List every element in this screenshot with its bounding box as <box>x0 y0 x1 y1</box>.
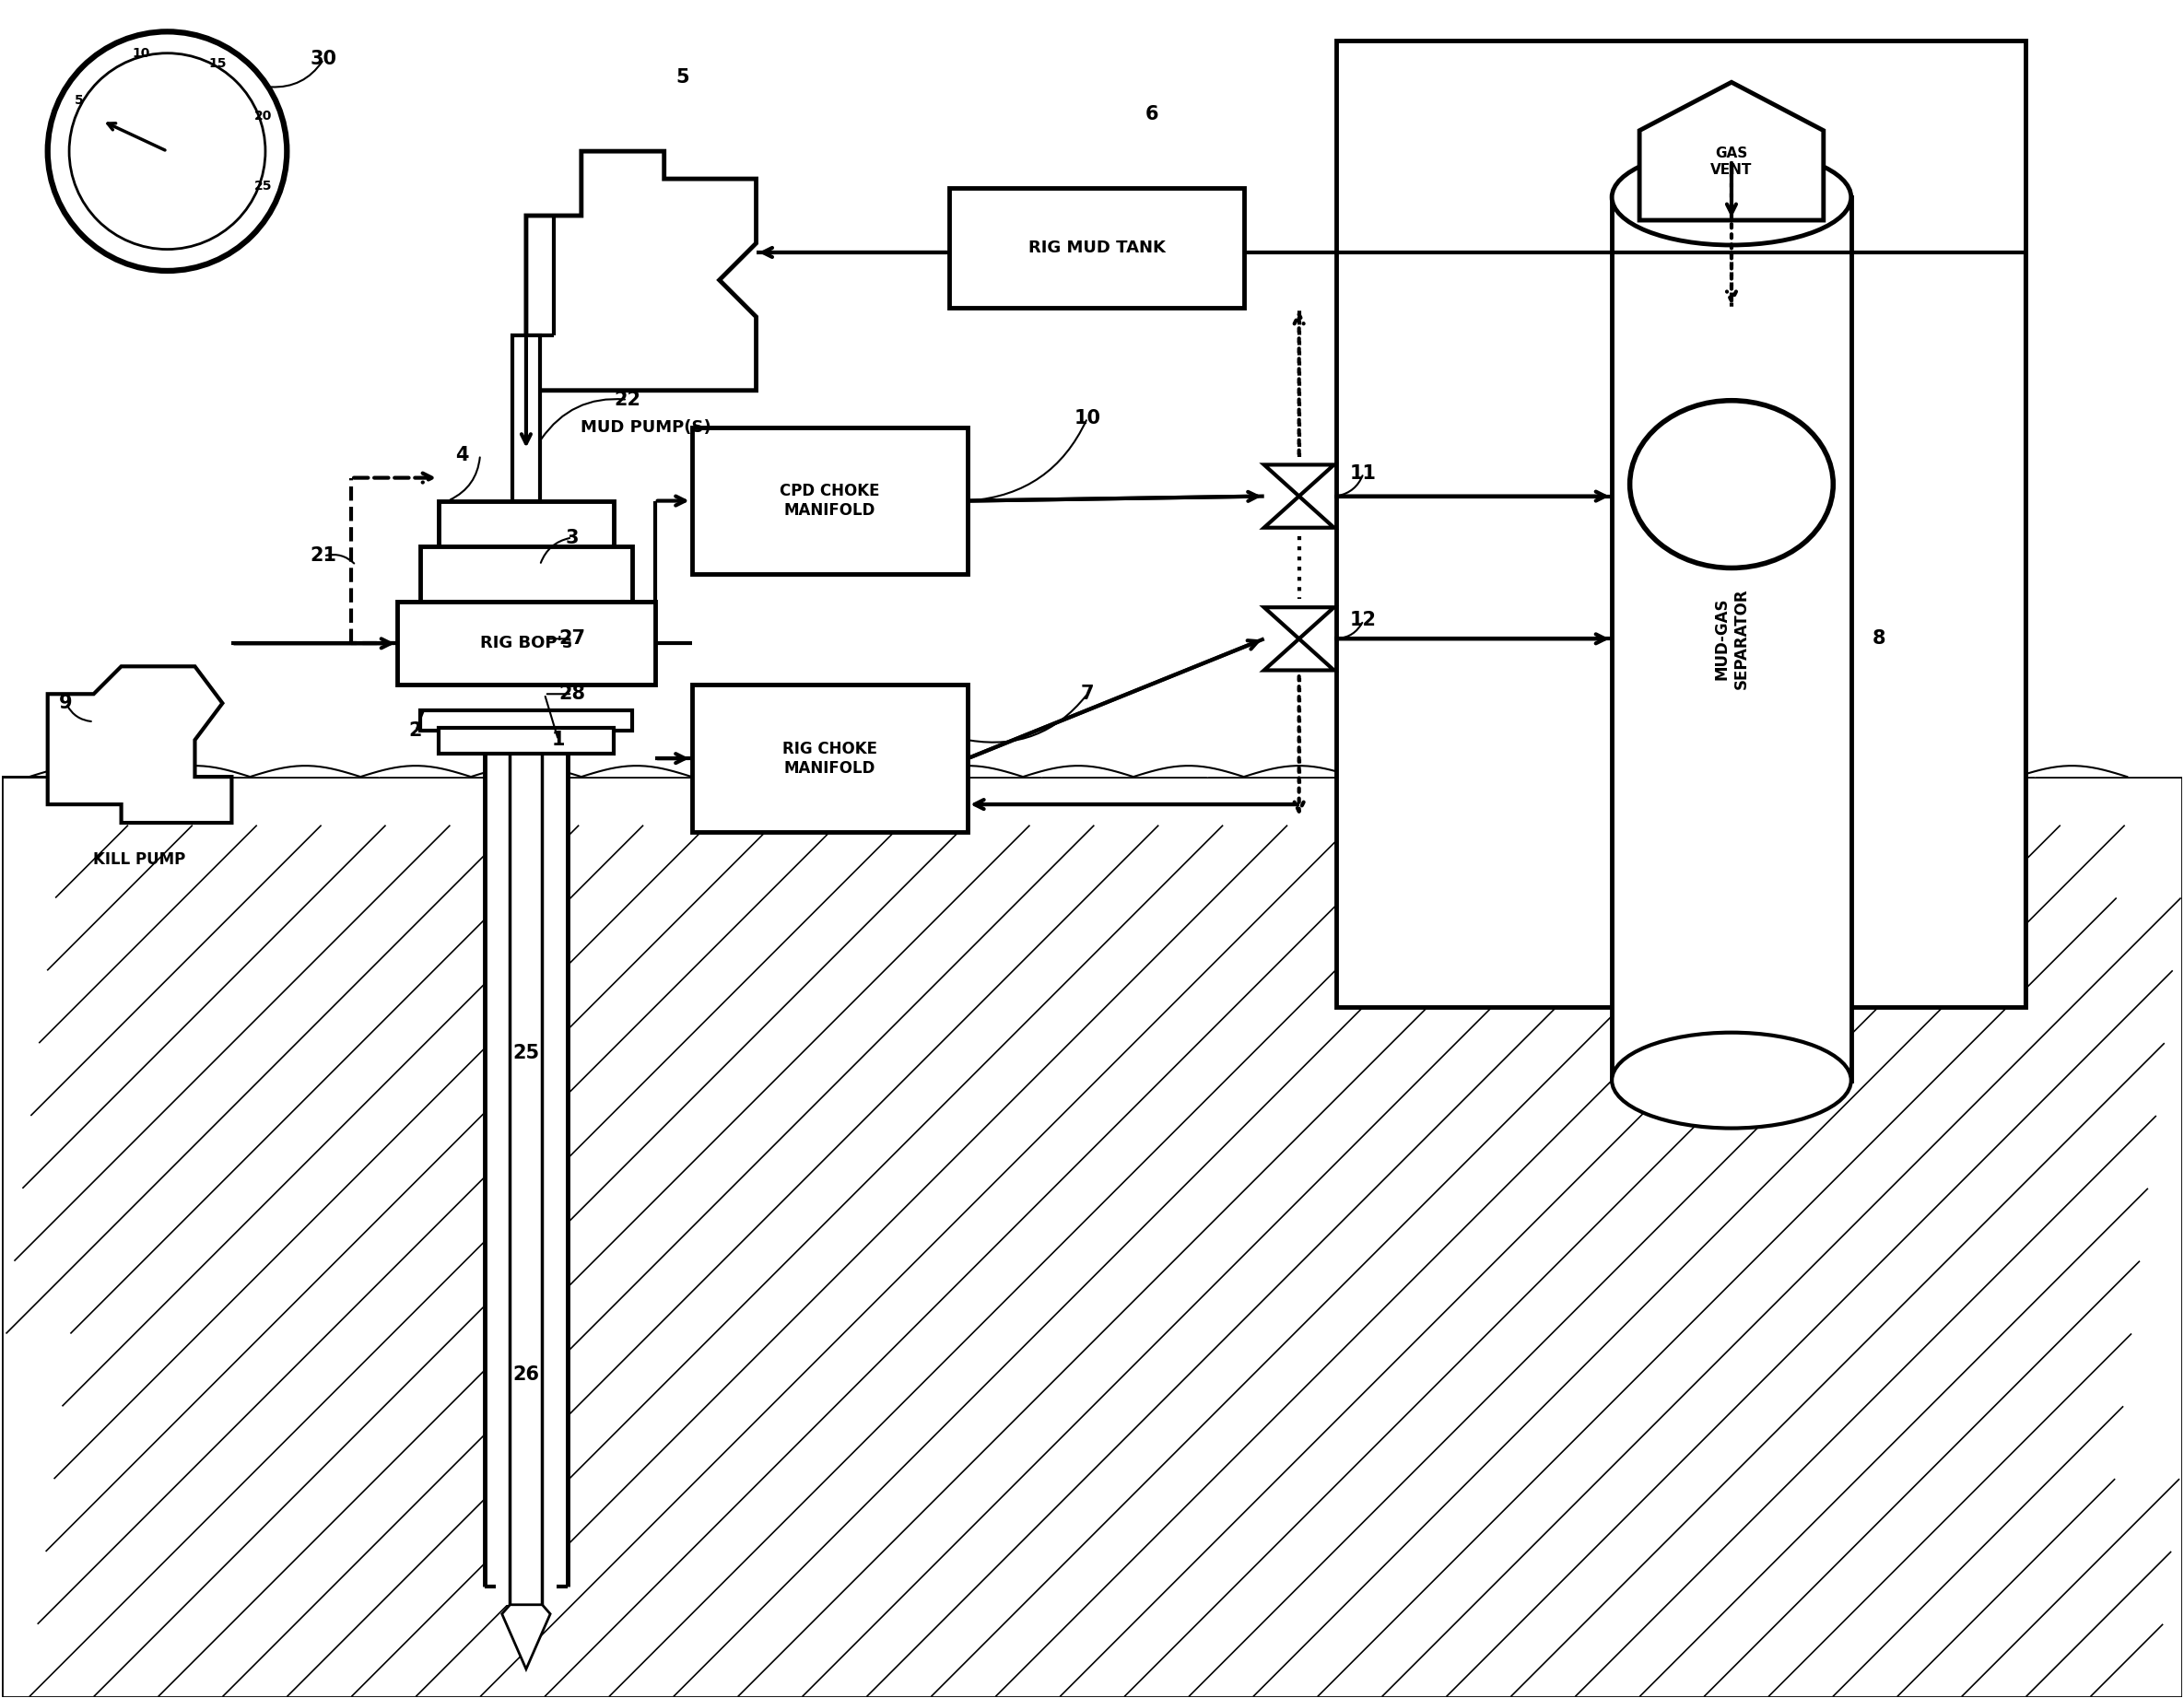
Text: 25: 25 <box>253 180 271 192</box>
Circle shape <box>70 53 264 250</box>
Text: RIG CHOKE
MANIFOLD: RIG CHOKE MANIFOLD <box>782 740 878 776</box>
Polygon shape <box>526 151 756 391</box>
Text: KILL PUMP: KILL PUMP <box>94 851 186 868</box>
Text: 4: 4 <box>454 445 467 464</box>
Text: 2: 2 <box>408 722 422 740</box>
Text: 12: 12 <box>1350 611 1376 630</box>
Bar <box>511 742 542 1605</box>
Text: GAS
VENT: GAS VENT <box>1710 146 1752 177</box>
Ellipse shape <box>1612 149 1852 245</box>
Bar <box>950 188 1245 307</box>
Ellipse shape <box>1629 401 1832 567</box>
Bar <box>542 742 568 1605</box>
Bar <box>2 776 2182 1696</box>
Bar <box>439 501 614 552</box>
Polygon shape <box>1265 496 1334 528</box>
Text: 1: 1 <box>553 730 566 749</box>
Text: CPD CHOKE
MANIFOLD: CPD CHOKE MANIFOLD <box>780 482 880 518</box>
Text: 28: 28 <box>559 684 585 703</box>
Text: MUD-GAS
SEPARATOR: MUD-GAS SEPARATOR <box>1714 588 1749 689</box>
Text: 20: 20 <box>253 110 271 122</box>
Text: 30: 30 <box>310 49 336 68</box>
Text: 9: 9 <box>59 694 72 713</box>
Polygon shape <box>1265 638 1334 671</box>
Bar <box>1337 41 2027 1007</box>
Text: 7: 7 <box>1081 684 1094 703</box>
Text: 10: 10 <box>1075 409 1101 428</box>
Bar <box>513 335 539 501</box>
Bar <box>692 684 968 832</box>
Polygon shape <box>48 666 232 824</box>
Polygon shape <box>502 1605 550 1669</box>
Bar <box>2 2 2182 776</box>
Text: 25: 25 <box>513 1044 539 1061</box>
Text: 22: 22 <box>614 391 640 409</box>
Bar <box>692 428 968 574</box>
Text: 8: 8 <box>1872 630 1885 649</box>
Text: RIG BOP's: RIG BOP's <box>480 635 572 652</box>
Bar <box>419 547 631 603</box>
Text: 21: 21 <box>310 547 336 565</box>
Text: 15: 15 <box>210 56 227 70</box>
Bar <box>439 728 614 754</box>
Text: MUD PUMP(S): MUD PUMP(S) <box>581 419 712 435</box>
Text: 3: 3 <box>566 528 579 547</box>
Polygon shape <box>1265 465 1334 496</box>
Text: 10: 10 <box>131 46 151 59</box>
Circle shape <box>48 32 286 270</box>
Text: 6: 6 <box>1144 105 1158 124</box>
Polygon shape <box>1640 82 1824 221</box>
Ellipse shape <box>1612 1032 1852 1127</box>
Bar <box>485 742 511 1605</box>
Text: 5: 5 <box>74 93 83 107</box>
Text: 5: 5 <box>675 68 690 87</box>
Text: 11: 11 <box>1350 464 1376 482</box>
Bar <box>397 603 655 684</box>
Text: 27: 27 <box>559 630 585 649</box>
Polygon shape <box>1265 608 1334 638</box>
Bar <box>1612 197 1852 1080</box>
Text: 26: 26 <box>513 1365 539 1384</box>
Bar <box>419 710 631 730</box>
Text: RIG MUD TANK: RIG MUD TANK <box>1029 239 1166 256</box>
